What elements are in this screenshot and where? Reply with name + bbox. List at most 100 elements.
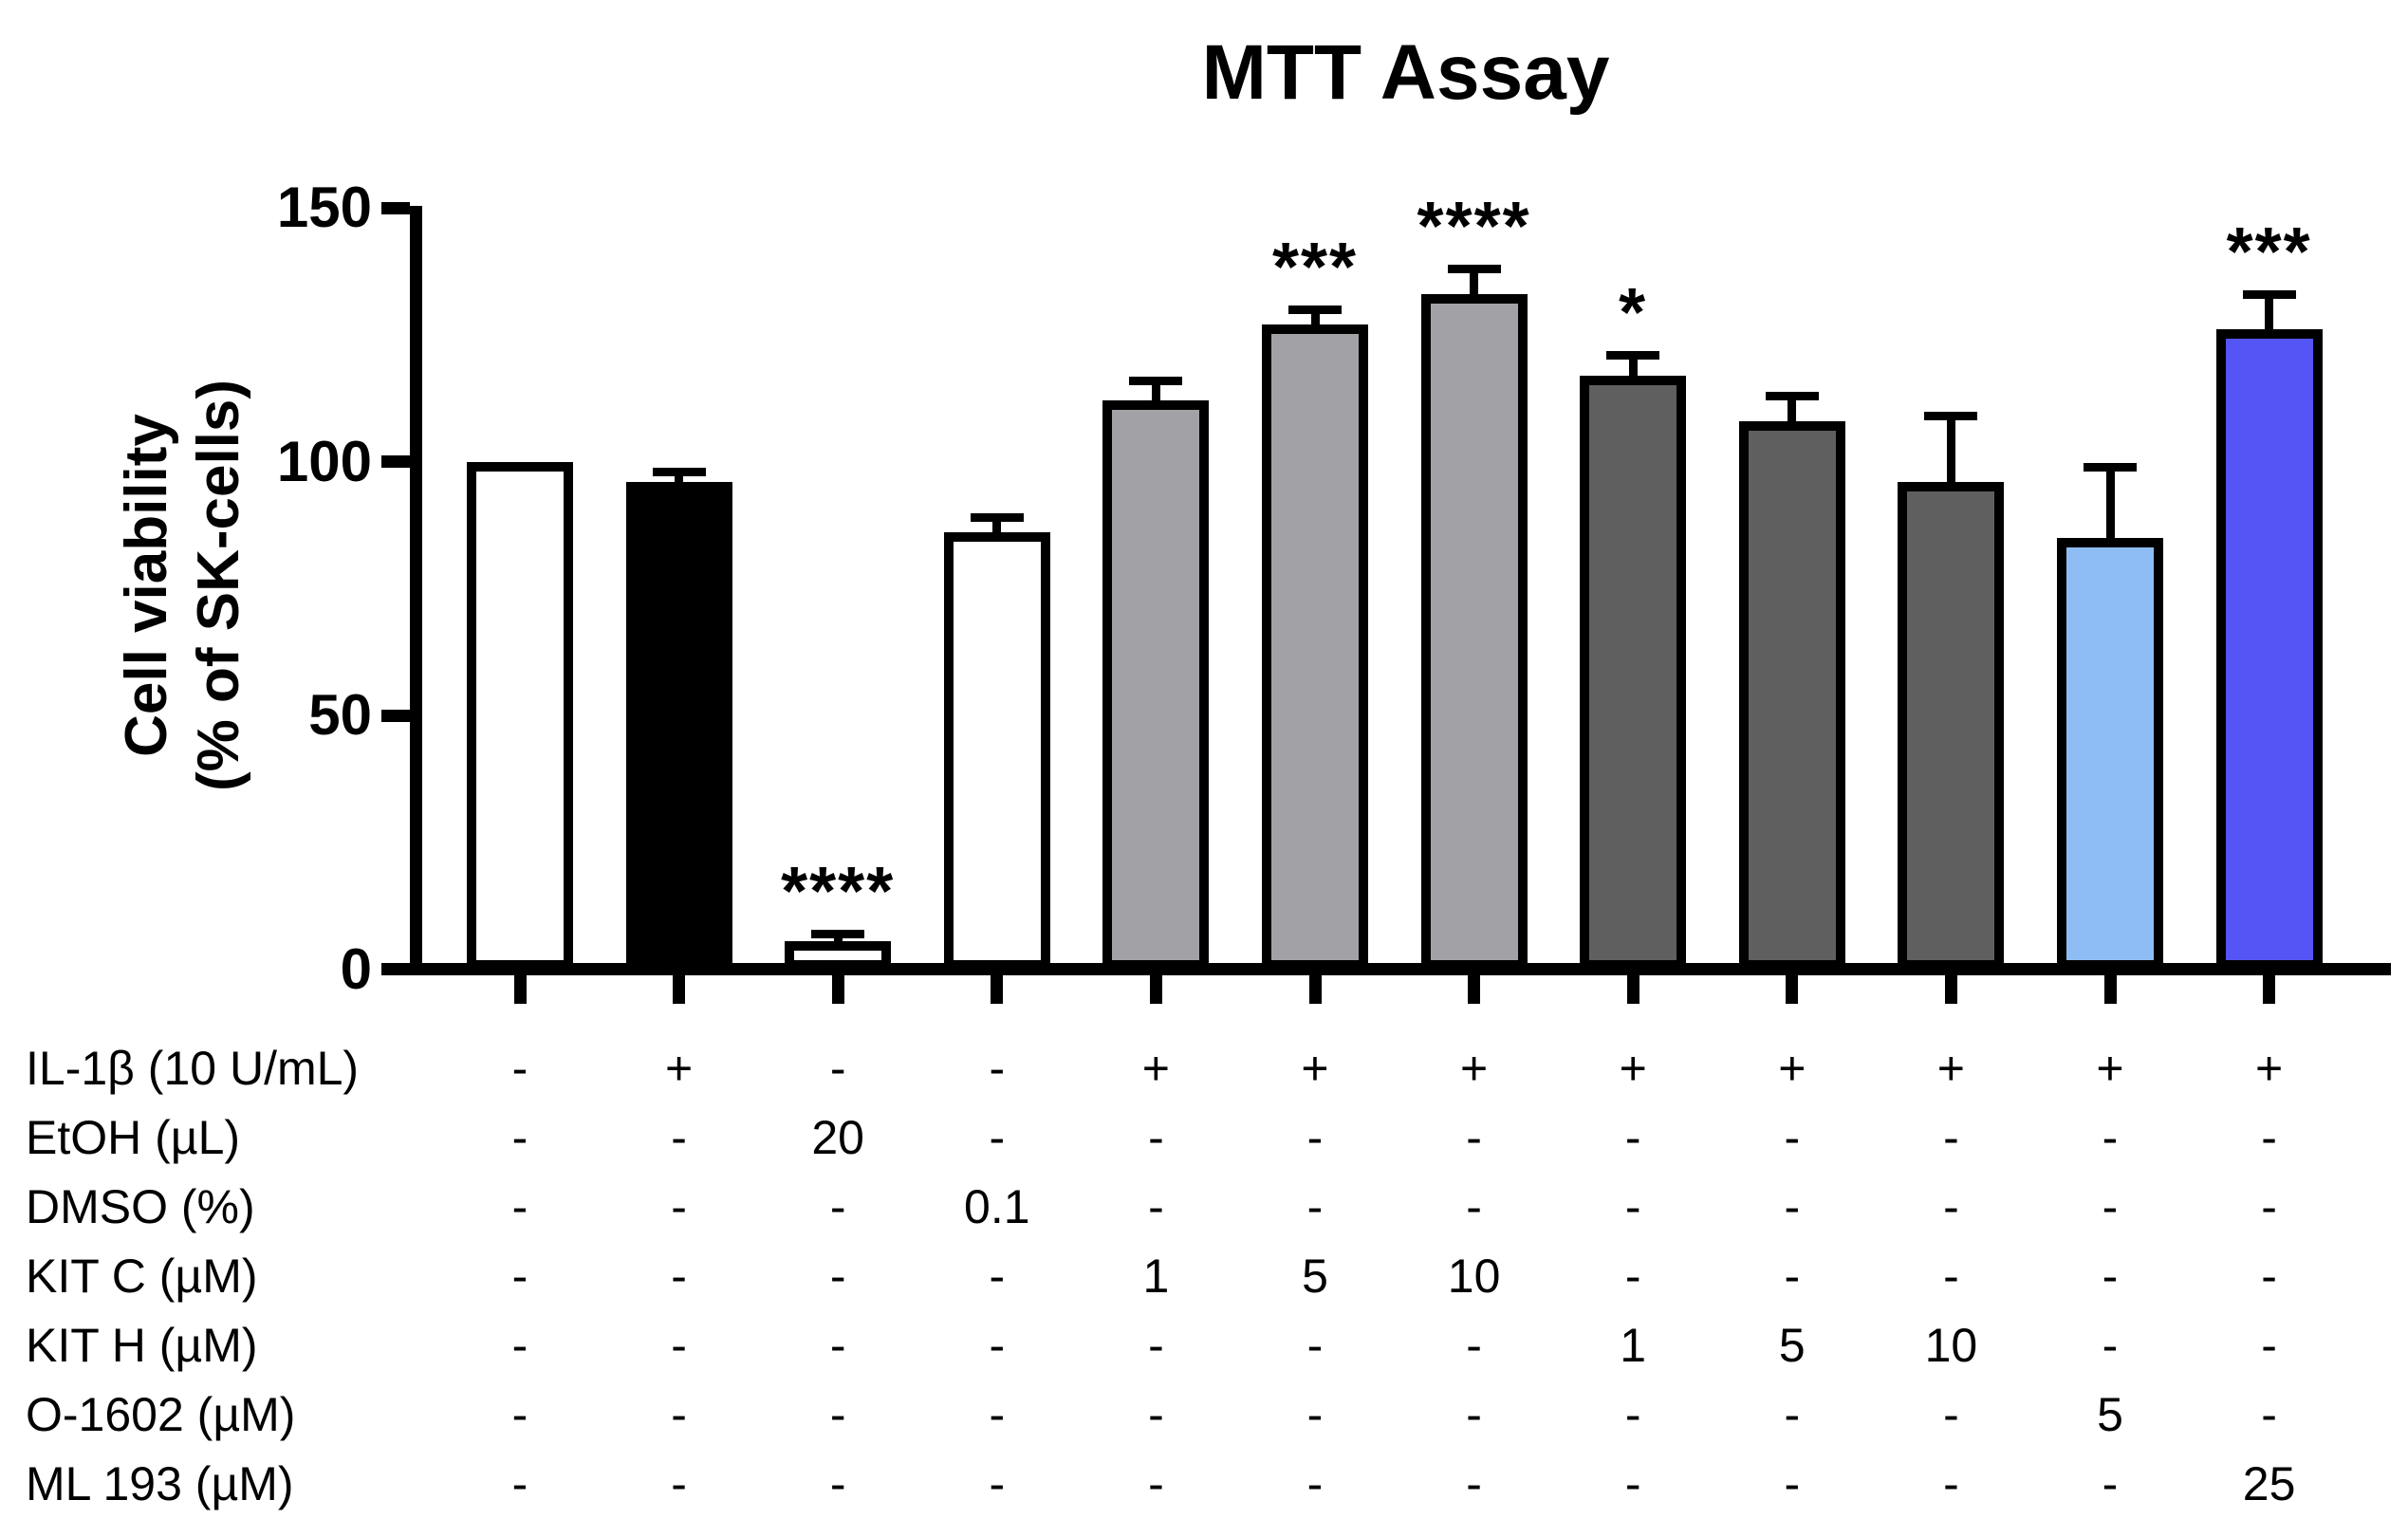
treatment-cell: - xyxy=(511,1388,528,1441)
treatment-cell: - xyxy=(1466,1180,1482,1233)
treatment-cell: + xyxy=(1459,1042,1489,1095)
treatment-cell: - xyxy=(1306,1111,1324,1164)
treatment-cell: - xyxy=(671,1180,687,1233)
treatment-cell: - xyxy=(1466,1388,1482,1441)
error-bar-line-4 xyxy=(992,517,1002,539)
treatment-cell: - xyxy=(989,1388,1006,1441)
error-bar-line-8 xyxy=(1628,355,1638,381)
x-tick-9 xyxy=(1786,975,1799,1004)
error-bar-line-7 xyxy=(1470,269,1479,300)
treatment-cell: - xyxy=(1148,1180,1164,1233)
y-axis-title-line1: Cell viability xyxy=(114,414,179,757)
error-bar-cap-5 xyxy=(1129,376,1183,385)
treatment-row-label: DMSO (%) xyxy=(26,1180,255,1233)
significance-stars-3: **** xyxy=(781,854,896,931)
treatment-cell: 10 xyxy=(1447,1250,1501,1303)
error-bar-line-10 xyxy=(1946,416,1955,488)
x-tick-8 xyxy=(1626,975,1639,1004)
treatment-cell: - xyxy=(2102,1180,2119,1233)
treatment-cell: 5 xyxy=(1778,1319,1806,1372)
x-axis-line xyxy=(410,963,2391,975)
treatment-cell: - xyxy=(829,1042,846,1095)
treatment-cell: - xyxy=(989,1319,1006,1372)
bar-8 xyxy=(1580,375,1687,970)
treatment-cell: - xyxy=(1466,1111,1482,1164)
treatment-cell: - xyxy=(1624,1457,1641,1510)
treatment-cell: - xyxy=(2261,1250,2277,1303)
treatment-row-label: KIT C (µM) xyxy=(26,1250,258,1303)
treatment-cell: - xyxy=(989,1042,1006,1095)
treatment-cell: - xyxy=(1148,1111,1164,1164)
treatment-cell: - xyxy=(1943,1111,1959,1164)
significance-stars-7: **** xyxy=(1417,189,1531,266)
treatment-cell: 25 xyxy=(2242,1457,2296,1510)
error-bar-cap-2 xyxy=(652,468,706,477)
bar-2 xyxy=(625,481,732,970)
treatment-cell: - xyxy=(1624,1180,1641,1233)
treatment-cell: + xyxy=(1936,1042,1965,1095)
treatment-cell: - xyxy=(2261,1319,2277,1372)
error-bar-cap-3 xyxy=(811,930,865,939)
treatment-cell: - xyxy=(671,1319,687,1372)
treatment-cell: + xyxy=(664,1042,694,1095)
treatment-cell: - xyxy=(2102,1111,2119,1164)
treatment-cell: + xyxy=(2254,1042,2284,1095)
treatment-cell: 1 xyxy=(1620,1319,1647,1372)
treatment-cell: - xyxy=(2261,1388,2277,1441)
y-tick-100 xyxy=(381,455,410,468)
treatment-cell: - xyxy=(989,1111,1006,1164)
treatment-cell: + xyxy=(1619,1042,1647,1095)
treatment-cell: - xyxy=(1624,1111,1641,1164)
treatment-cell: - xyxy=(1466,1457,1482,1510)
treatment-cell: + xyxy=(1301,1042,1329,1095)
y-axis-line xyxy=(410,206,422,975)
error-bar-cap-6 xyxy=(1288,306,1342,314)
treatment-cell: 20 xyxy=(811,1111,864,1164)
error-bar-line-11 xyxy=(2105,466,2115,544)
bar-12 xyxy=(2215,329,2323,970)
treatment-cell: - xyxy=(1784,1111,1801,1164)
bar-4 xyxy=(943,532,1050,970)
error-bar-cap-8 xyxy=(1606,351,1660,361)
x-tick-1 xyxy=(513,975,527,1004)
error-bar-line-5 xyxy=(1151,380,1160,407)
treatment-cell: - xyxy=(511,1180,528,1233)
treatment-cell: - xyxy=(829,1388,846,1441)
x-tick-6 xyxy=(1308,975,1322,1004)
treatment-cell: - xyxy=(1943,1457,1959,1510)
treatment-cell: + xyxy=(1778,1042,1806,1095)
x-tick-7 xyxy=(1468,975,1481,1004)
x-tick-5 xyxy=(1149,975,1162,1004)
treatment-cell: + xyxy=(1141,1042,1170,1095)
x-tick-4 xyxy=(991,975,1004,1004)
treatment-cell: - xyxy=(671,1457,687,1510)
error-bar-line-2 xyxy=(675,472,684,488)
treatment-cell: - xyxy=(989,1250,1006,1303)
treatment-cell: - xyxy=(511,1042,528,1095)
x-tick-2 xyxy=(673,975,686,1004)
bar-7 xyxy=(1420,293,1528,970)
significance-stars-8: * xyxy=(1619,275,1648,352)
treatment-cell: - xyxy=(1624,1250,1641,1303)
treatment-row-label: KIT H (µM) xyxy=(26,1319,258,1372)
y-tick-50 xyxy=(381,709,410,722)
error-bar-cap-9 xyxy=(1765,391,1819,400)
y-tick-label-150: 150 xyxy=(276,176,372,239)
error-bar-cap-11 xyxy=(2084,462,2137,472)
treatment-cell: - xyxy=(511,1250,528,1303)
x-tick-11 xyxy=(2103,975,2117,1004)
chart-title: MTT Assay xyxy=(1201,29,1610,116)
error-bar-cap-12 xyxy=(2242,289,2296,299)
treatment-cell: - xyxy=(1943,1250,1959,1303)
error-bar-line-9 xyxy=(1787,395,1797,427)
x-tick-12 xyxy=(2263,975,2276,1004)
bar-9 xyxy=(1738,420,1845,970)
treatment-cell: + xyxy=(2096,1042,2124,1095)
treatment-row-label: O-1602 (µM) xyxy=(26,1388,296,1441)
treatment-cell: - xyxy=(829,1250,846,1303)
treatment-cell: - xyxy=(1148,1319,1164,1372)
error-bar-cap-7 xyxy=(1447,265,1501,274)
treatment-cell: - xyxy=(1306,1319,1324,1372)
treatment-cell: - xyxy=(511,1457,528,1510)
